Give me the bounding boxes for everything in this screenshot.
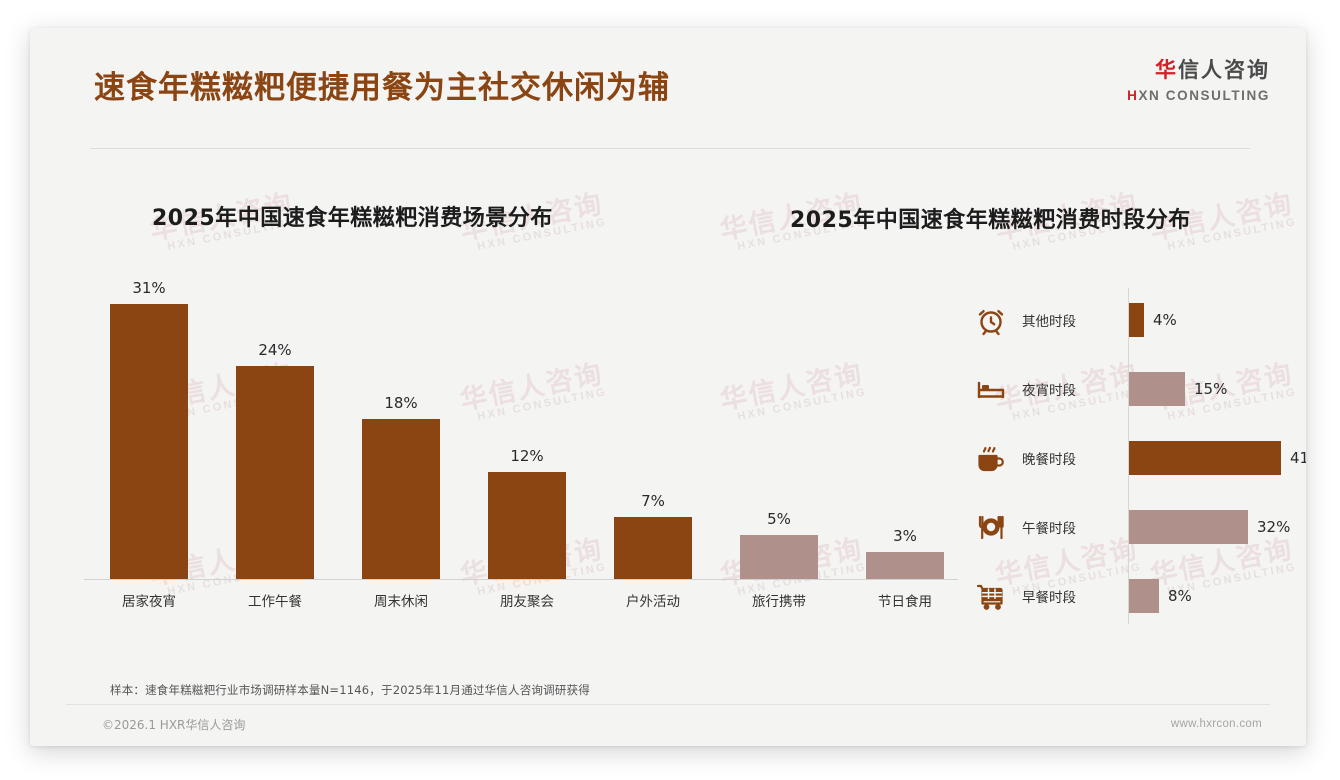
logo-en-rest: XN CONSULTING — [1138, 88, 1270, 103]
bar-chart-row: 午餐时段 32% — [960, 495, 1290, 559]
column-bar: 18% — [362, 394, 440, 579]
column-category-label: 朋友聚会 — [500, 594, 554, 610]
bar-fill — [1129, 510, 1248, 544]
bar-category-label: 晚餐时段 — [1022, 452, 1076, 468]
column-bar-fill — [740, 535, 818, 579]
bar-category-label: 其他时段 — [1022, 314, 1076, 330]
column-bar: 3% — [866, 527, 944, 579]
logo-cn-highlight: 华 — [1155, 58, 1178, 82]
column-value-label: 3% — [893, 527, 917, 545]
column-category-label: 居家夜宵 — [122, 594, 176, 610]
sample-footnote: 样本：速食年糕糍粑行业市场调研样本量N=1146，于2025年11月通过华信人咨… — [110, 683, 590, 697]
column-bar: 12% — [488, 447, 566, 579]
bar-fill — [1129, 372, 1185, 406]
shopping-cart-icon — [974, 579, 1008, 613]
slide-header: 速食年糕糍粑便捷用餐为主社交休闲为辅 华信人咨询 HXN CONSULTING — [30, 28, 1306, 120]
copyright-text: ©2026.1 HXR华信人咨询 — [102, 718, 246, 732]
footer-divider — [66, 704, 1270, 705]
bar-chart-row: 夜宵时段 15% — [960, 357, 1290, 421]
column-category-label: 工作午餐 — [248, 594, 302, 610]
column-value-label: 24% — [258, 341, 292, 359]
column-bar: 7% — [614, 492, 692, 579]
bar-chart-row: 早餐时段 8% — [960, 564, 1290, 628]
bar-value-label: 8% — [1168, 587, 1192, 605]
bar-value-label: 32% — [1257, 518, 1291, 536]
logo-en-highlight: H — [1127, 88, 1139, 103]
bar-value-label: 41% — [1290, 449, 1306, 467]
column-category-label: 户外活动 — [626, 594, 680, 610]
bar-category-label: 午餐时段 — [1022, 521, 1076, 537]
bar-fill — [1129, 441, 1281, 475]
website-url[interactable]: www.hxrcon.com — [1170, 718, 1262, 730]
plate-cutlery-icon — [974, 510, 1008, 544]
column-chart-category-labels: 居家夜宵 工作午餐 周末休闲 朋友聚会 户外活动 旅行携带 节日食用 — [78, 590, 958, 620]
brand-logo: 华信人咨询 HXN CONSULTING — [1127, 54, 1270, 103]
header-divider — [90, 148, 1250, 149]
chart-title-scene: 2025年中国速食年糕糍粑消费场景分布 — [152, 206, 553, 231]
bar-fill — [1129, 303, 1144, 337]
column-value-label: 31% — [132, 279, 166, 297]
column-value-label: 12% — [510, 447, 544, 465]
column-bar-fill — [488, 472, 566, 579]
column-bar-fill — [362, 419, 440, 579]
logo-chinese: 华信人咨询 — [1127, 54, 1270, 84]
bar-fill — [1129, 579, 1159, 613]
column-category-label: 节日食用 — [878, 594, 932, 610]
page-title: 速食年糕糍粑便捷用餐为主社交休闲为辅 — [94, 70, 670, 106]
bar-chart-row: 晚餐时段 41% — [960, 426, 1306, 490]
column-bar-fill — [110, 304, 188, 579]
bar-chart-timeslot: 其他时段 4% 夜宵时段 15% 晚餐时段 41% 午餐时段 32% 早餐时段 8% — [960, 286, 1306, 631]
bar-category-label: 早餐时段 — [1022, 590, 1076, 606]
logo-english: HXN CONSULTING — [1127, 88, 1270, 103]
bar-value-label: 15% — [1194, 380, 1228, 398]
column-value-label: 18% — [384, 394, 418, 412]
column-value-label: 5% — [767, 510, 791, 528]
logo-cn-rest: 信人咨询 — [1178, 58, 1270, 82]
bar-category-label: 夜宵时段 — [1022, 383, 1076, 399]
column-bar: 31% — [110, 279, 188, 579]
column-bar-fill — [866, 552, 944, 579]
column-bar: 24% — [236, 341, 314, 579]
slide: 华信人咨询 HXN CONSULTING 华信人咨询 HXN CONSULTING 华信… — [30, 28, 1306, 746]
mug-icon — [974, 441, 1008, 475]
column-bar-fill — [614, 517, 692, 579]
column-value-label: 7% — [641, 492, 665, 510]
column-bar: 5% — [740, 510, 818, 579]
column-category-label: 旅行携带 — [752, 594, 806, 610]
column-chart-scene: 31% 24% 18% 12% 7% 5% 3% 居家夜宵 工作午餐 周末休闲 朋友聚会 户外活动 旅… — [78, 278, 958, 628]
column-chart-plot: 31% 24% 18% 12% 7% 5% 3% — [78, 278, 958, 580]
column-category-label: 周末休闲 — [374, 594, 428, 610]
bed-icon — [974, 372, 1008, 406]
bar-chart-row: 其他时段 4% — [960, 288, 1290, 352]
column-bar-fill — [236, 366, 314, 579]
chart-title-timeslot: 2025年中国速食年糕糍粑消费时段分布 — [790, 208, 1191, 233]
bar-chart-axis — [1128, 288, 1129, 624]
column-chart-baseline — [84, 579, 958, 580]
bar-value-label: 4% — [1153, 311, 1177, 329]
alarm-clock-icon — [974, 303, 1008, 337]
